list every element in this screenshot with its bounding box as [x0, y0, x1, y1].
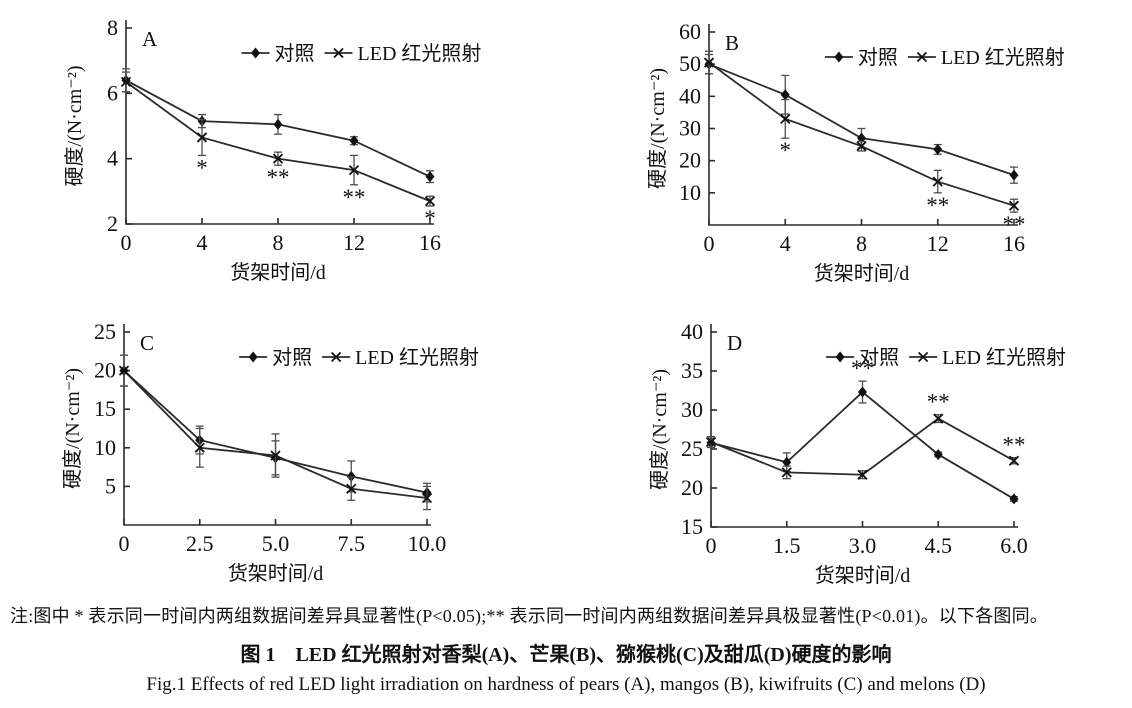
svg-text:2: 2: [107, 211, 118, 236]
svg-text:LED 红光照射: LED 红光照射: [358, 42, 482, 65]
svg-text:硬度/(N·cm⁻²): 硬度/(N·cm⁻²): [63, 66, 86, 187]
svg-text:LED 红光照射: LED 红光照射: [942, 346, 1066, 369]
svg-text:0: 0: [706, 533, 717, 558]
svg-text:**: **: [267, 165, 290, 190]
svg-text:5.0: 5.0: [262, 531, 290, 556]
svg-text:**: **: [1003, 212, 1026, 237]
svg-text:35: 35: [681, 358, 703, 383]
svg-text:**: **: [926, 193, 949, 218]
svg-text:5: 5: [105, 473, 116, 498]
svg-text:硬度/(N·cm⁻²): 硬度/(N·cm⁻²): [648, 369, 671, 490]
svg-text:4: 4: [197, 230, 208, 255]
svg-text:*: *: [780, 138, 792, 163]
svg-text:D: D: [727, 331, 742, 355]
charts-grid: 2 4 6 8 0 4 8 12 16 货架时间/d 硬度/(N·cm⁻²) A 对照 LED 红光照射 *…: [61, 15, 1066, 587]
chart-panel-b: 10 20 30 40 50 60 0 4 8 12 16 货架时间/d 硬度/(N·cm⁻²) B 对照 L…: [646, 19, 1065, 285]
svg-text:4: 4: [107, 146, 118, 171]
svg-text:**: **: [851, 356, 874, 381]
svg-text:3.0: 3.0: [849, 533, 877, 558]
svg-text:4.5: 4.5: [925, 533, 953, 558]
svg-text:20: 20: [94, 358, 116, 383]
figure-note: 注:图中 * 表示同一时间内两组数据间差异具显著性(P<0.05);** 表示同…: [10, 606, 1048, 626]
svg-text:10: 10: [679, 180, 701, 205]
svg-text:**: **: [1003, 433, 1026, 458]
svg-text:8: 8: [107, 15, 118, 40]
svg-text:硬度/(N·cm⁻²): 硬度/(N·cm⁻²): [646, 68, 669, 189]
svg-text:25: 25: [94, 319, 116, 344]
svg-text:*: *: [196, 155, 208, 180]
svg-text:7.5: 7.5: [338, 531, 366, 556]
svg-text:货架时间/d: 货架时间/d: [815, 564, 911, 587]
svg-text:30: 30: [679, 116, 701, 141]
svg-text:20: 20: [679, 148, 701, 173]
svg-text:40: 40: [681, 319, 703, 344]
figure-caption-en: Fig.1 Effects of red LED light irradiati…: [146, 674, 986, 695]
svg-text:16: 16: [419, 230, 441, 255]
svg-text:1.5: 1.5: [773, 533, 801, 558]
svg-text:40: 40: [679, 83, 701, 108]
svg-text:LED 红光照射: LED 红光照射: [355, 346, 479, 369]
svg-text:**: **: [927, 390, 950, 415]
svg-text:0: 0: [704, 231, 715, 256]
svg-text:10.0: 10.0: [408, 531, 447, 556]
svg-text:12: 12: [927, 231, 949, 256]
svg-text:对照: 对照: [275, 42, 315, 65]
svg-text:6: 6: [107, 80, 118, 105]
svg-text:A: A: [142, 27, 158, 51]
svg-text:15: 15: [681, 514, 703, 539]
svg-text:25: 25: [681, 436, 703, 461]
svg-text:货架时间/d: 货架时间/d: [228, 562, 324, 585]
chart-panel-a: 2 4 6 8 0 4 8 12 16 货架时间/d 硬度/(N·cm⁻²) A 对照 LED 红光照射 *…: [63, 15, 482, 284]
svg-text:50: 50: [679, 51, 701, 76]
svg-text:6.0: 6.0: [1000, 533, 1028, 558]
svg-text:20: 20: [681, 475, 703, 500]
svg-text:12: 12: [343, 230, 365, 255]
svg-text:10: 10: [94, 435, 116, 460]
svg-text:15: 15: [94, 396, 116, 421]
svg-text:货架时间/d: 货架时间/d: [814, 262, 910, 285]
svg-text:对照: 对照: [272, 346, 312, 369]
svg-text:30: 30: [681, 397, 703, 422]
svg-text:0: 0: [119, 531, 130, 556]
svg-text:货架时间/d: 货架时间/d: [230, 261, 326, 284]
svg-text:8: 8: [856, 231, 867, 256]
svg-text:LED 红光照射: LED 红光照射: [941, 46, 1065, 69]
svg-text:硬度/(N·cm⁻²): 硬度/(N·cm⁻²): [61, 368, 84, 489]
svg-text:对照: 对照: [859, 346, 899, 369]
svg-text:C: C: [140, 331, 154, 355]
chart-panel-c: 5 10 15 20 25 0 2.5 5.0 7.5 10.0 货架时间/d 硬度/(N·cm⁻²)…: [61, 319, 479, 585]
svg-text:2.5: 2.5: [186, 531, 214, 556]
svg-text:8: 8: [273, 230, 284, 255]
svg-text:60: 60: [679, 19, 701, 44]
svg-text:4: 4: [780, 231, 791, 256]
svg-text:**: **: [343, 185, 366, 210]
svg-text:*: *: [424, 206, 436, 231]
chart-panel-d: 15 20 25 30 35 40 0 1.5 3.0 4.5 6.0 货架时间/d 硬度/(N·cm⁻…: [648, 319, 1066, 587]
svg-text:对照: 对照: [858, 46, 898, 69]
svg-text:16: 16: [1003, 231, 1025, 256]
figure-caption-zh: 图 1 LED 红光照射对香梨(A)、芒果(B)、猕猴桃(C)及甜瓜(D)硬度的…: [240, 644, 892, 666]
svg-text:0: 0: [121, 230, 132, 255]
svg-text:B: B: [725, 31, 739, 55]
